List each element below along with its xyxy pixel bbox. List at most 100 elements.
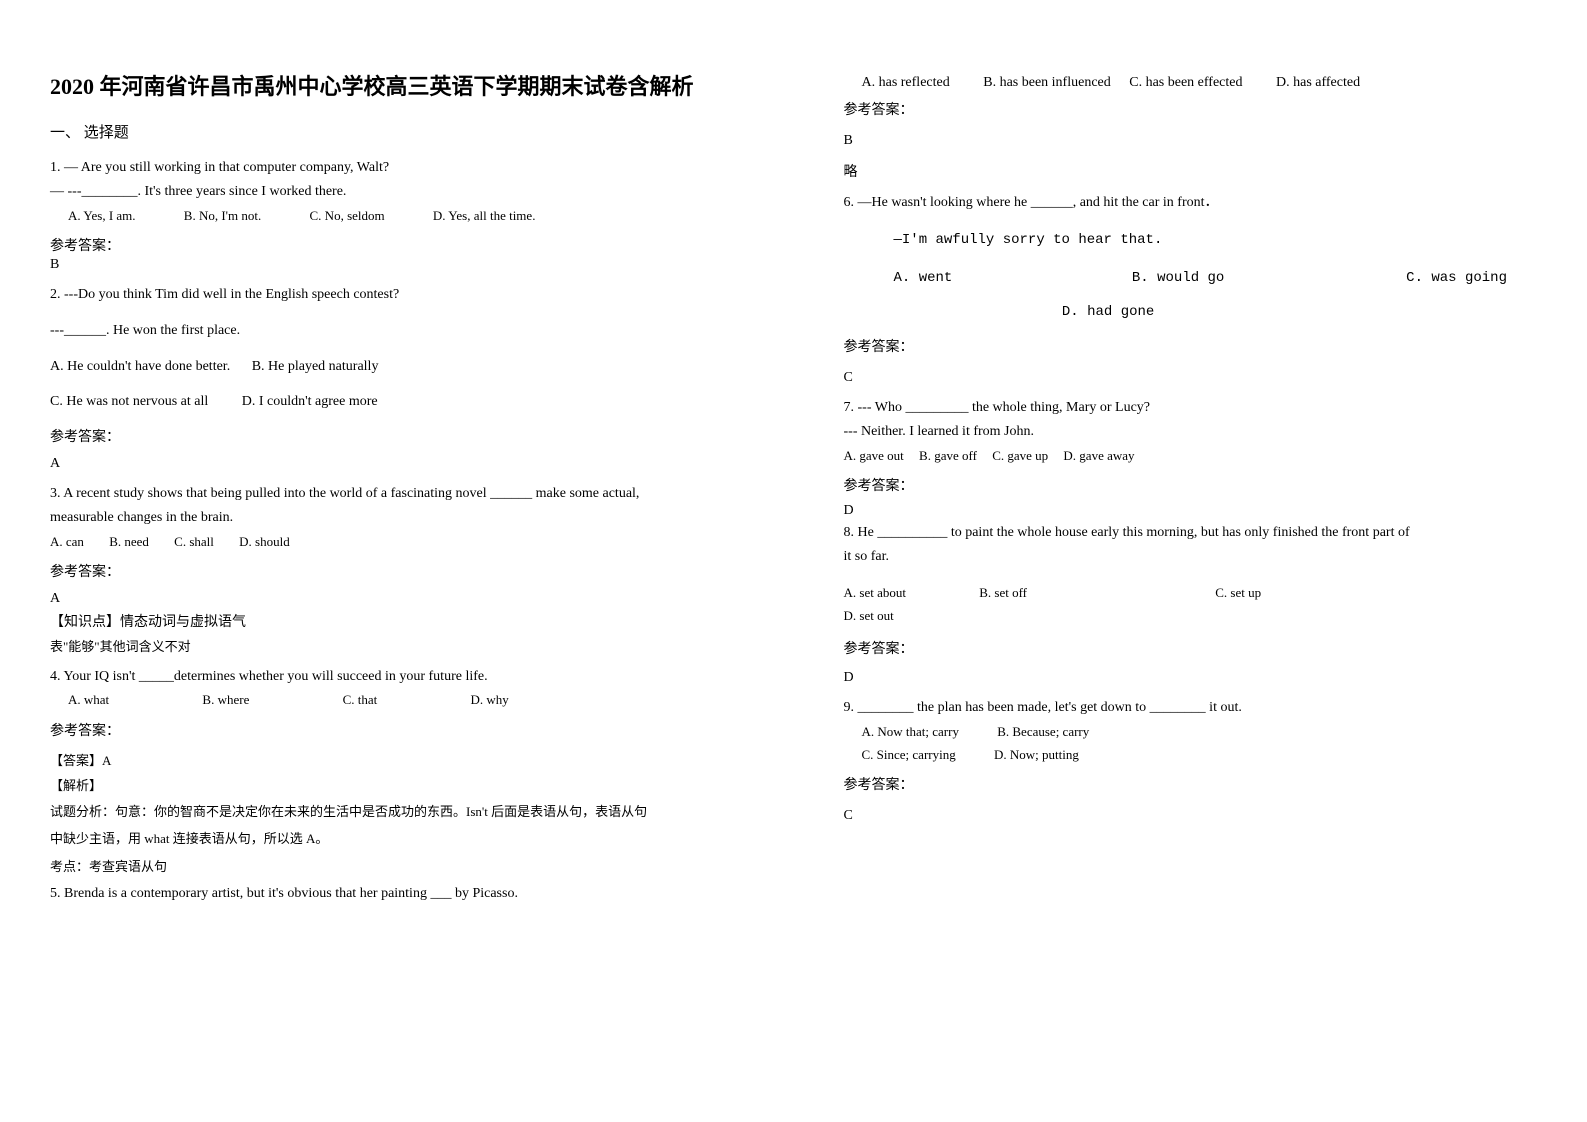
q2-optD: D. I couldn't agree more bbox=[242, 394, 378, 409]
q8-options: A. set about B. set off C. set up D. set… bbox=[844, 581, 1538, 628]
q2-options-row2: C. He was not nervous at all D. I couldn… bbox=[50, 390, 744, 414]
q6-optD: D. had gone bbox=[1062, 304, 1154, 320]
q8-optD: D. set out bbox=[844, 604, 894, 627]
q5-answer: B bbox=[844, 133, 1538, 149]
left-column: 2020 年河南省许昌市禹州中心学校高三英语下学期期末试卷含解析 一、 选择题 … bbox=[0, 0, 794, 1122]
q2-line2: ---______. He won the first place. bbox=[50, 319, 744, 343]
q6-answer-label: 参考答案： bbox=[844, 336, 1538, 356]
q3-line2: measurable changes in the brain. bbox=[50, 506, 744, 530]
q7-optA: A. gave out bbox=[844, 444, 904, 467]
q3-options: A. can B. need C. shall D. should bbox=[50, 530, 744, 553]
q1-options: A. Yes, I am. B. No, I'm not. C. No, sel… bbox=[50, 204, 744, 227]
q7-optC: C. gave up bbox=[992, 444, 1048, 467]
q1-answer-label: 参考答案： bbox=[50, 235, 744, 255]
q6-line2: —I'm awfully sorry to hear that. bbox=[844, 229, 1538, 253]
q5-optA: A. has reflected bbox=[844, 70, 950, 95]
question-3: 3. A recent study shows that being pulle… bbox=[50, 482, 744, 553]
q8-line1: 8. He __________ to paint the whole hous… bbox=[844, 521, 1538, 545]
q9-line1: 9. ________ the plan has been made, let'… bbox=[844, 696, 1538, 720]
q4-options: A. what B. where C. that D. why bbox=[50, 688, 744, 711]
q1-optD: D. Yes, all the time. bbox=[433, 204, 536, 227]
q3-line1: 3. A recent study shows that being pulle… bbox=[50, 482, 744, 506]
q4-answer-label: 参考答案： bbox=[50, 720, 744, 740]
q2-optC: C. He was not nervous at all bbox=[50, 390, 208, 414]
q6-line1: 6. —He wasn't looking where he ______, a… bbox=[844, 191, 1538, 215]
question-1: 1. — Are you still working in that compu… bbox=[50, 156, 744, 227]
q4-kp: 考点：考查宾语从句 bbox=[50, 855, 744, 878]
q8-line2: it so far. bbox=[844, 545, 1538, 569]
q1-line2: — ---________. It's three years since I … bbox=[50, 180, 744, 204]
q6-optB: B. would go bbox=[1132, 270, 1224, 286]
q6-options-row2: D. had gone bbox=[844, 301, 1538, 325]
q1-answer: B bbox=[50, 257, 744, 273]
q9-answer-label: 参考答案： bbox=[844, 774, 1538, 794]
right-column: A. has reflected B. has been influenced … bbox=[794, 0, 1587, 1122]
question-6: 6. —He wasn't looking where he ______, a… bbox=[844, 191, 1538, 324]
q3-knowledge-point: 【知识点】情态动词与虚拟语气 bbox=[50, 611, 744, 631]
q4-optB: B. where bbox=[202, 688, 249, 711]
document-title: 2020 年河南省许昌市禹州中心学校高三英语下学期期末试卷含解析 bbox=[50, 70, 744, 103]
q9-optC: C. Since; carrying bbox=[844, 743, 956, 766]
q9-answer: C bbox=[844, 808, 1538, 824]
question-5-stem: 5. Brenda is a contemporary artist, but … bbox=[50, 882, 744, 906]
q6-optC: C. was going bbox=[1406, 267, 1507, 291]
q4-optD: D. why bbox=[471, 688, 509, 711]
q7-options: A. gave out B. gave off C. gave up D. ga… bbox=[844, 444, 1538, 467]
q7-optD: D. gave away bbox=[1063, 444, 1134, 467]
q5-options: A. has reflected B. has been influenced … bbox=[844, 70, 1538, 95]
q4-line1: 4. Your IQ isn't _____determines whether… bbox=[50, 665, 744, 689]
q6-answer: C bbox=[844, 370, 1538, 386]
q8-answer-label: 参考答案： bbox=[844, 638, 1538, 658]
q8-answer: D bbox=[844, 670, 1538, 686]
q4-optC: C. that bbox=[343, 688, 378, 711]
q9-options-row1: A. Now that; carry B. Because; carry bbox=[844, 720, 1538, 743]
q2-line1: 2. ---Do you think Tim did well in the E… bbox=[50, 283, 744, 307]
question-8: 8. He __________ to paint the whole hous… bbox=[844, 521, 1538, 627]
q7-line2: --- Neither. I learned it from John. bbox=[844, 420, 1538, 444]
q5-extra: 略 bbox=[844, 161, 1538, 181]
q5-optD: D. has affected bbox=[1276, 70, 1360, 95]
q2-options-row1: A. He couldn't have done better. B. He p… bbox=[50, 355, 744, 379]
q5-line1: 5. Brenda is a contemporary artist, but … bbox=[50, 882, 744, 906]
q6-options: A. went B. would go C. was going bbox=[844, 267, 1538, 291]
q3-optA: A. can bbox=[50, 530, 84, 553]
q4-optA: A. what bbox=[50, 688, 109, 711]
question-2: 2. ---Do you think Tim did well in the E… bbox=[50, 283, 744, 414]
q5-optC: C. has been effected bbox=[1129, 70, 1242, 95]
q1-optC: C. No, seldom bbox=[310, 204, 385, 227]
q3-answer-label: 参考答案： bbox=[50, 561, 744, 581]
q8-optA: A. set about bbox=[844, 581, 906, 604]
q9-optD: D. Now; putting bbox=[994, 743, 1079, 766]
q1-optB: B. No, I'm not. bbox=[184, 204, 261, 227]
question-7: 7. --- Who _________ the whole thing, Ma… bbox=[844, 396, 1538, 467]
q8-optB: B. set off bbox=[979, 581, 1027, 604]
q3-optD: D. should bbox=[239, 530, 290, 553]
q9-optA: A. Now that; carry bbox=[844, 720, 959, 743]
q3-optB: B. need bbox=[109, 530, 149, 553]
q1-optA: A. Yes, I am. bbox=[50, 204, 136, 227]
question-4: 4. Your IQ isn't _____determines whether… bbox=[50, 665, 744, 712]
q1-line1: 1. — Are you still working in that compu… bbox=[50, 156, 744, 180]
q2-answer: A bbox=[50, 456, 744, 472]
q7-optB: B. gave off bbox=[919, 444, 977, 467]
q7-answer: D bbox=[844, 503, 1538, 519]
q3-explanation: 表"能够"其他词含义不对 bbox=[50, 635, 744, 658]
q9-options-row2: C. Since; carrying D. Now; putting bbox=[844, 743, 1538, 766]
q8-optC: C. set up bbox=[1215, 581, 1261, 604]
q4-answer-tag: 【答案】A bbox=[50, 750, 744, 769]
q5-optB: B. has been influenced bbox=[983, 70, 1111, 95]
q9-optB: B. Because; carry bbox=[997, 720, 1089, 743]
q4-exp1: 试题分析：句意：你的智商不是决定你在未来的生活中是否成功的东西。Isn't 后面… bbox=[50, 800, 744, 823]
q7-line1: 7. --- Who _________ the whole thing, Ma… bbox=[844, 396, 1538, 420]
question-9: 9. ________ the plan has been made, let'… bbox=[844, 696, 1538, 767]
q3-answer: A bbox=[50, 591, 744, 607]
q7-answer-label: 参考答案： bbox=[844, 475, 1538, 495]
q4-exp-tag: 【解析】 bbox=[50, 775, 744, 794]
q2-optB: B. He played naturally bbox=[252, 359, 379, 374]
q2-answer-label: 参考答案： bbox=[50, 426, 744, 446]
q4-exp2: 中缺少主语，用 what 连接表语从句，所以选 A。 bbox=[50, 827, 744, 850]
q6-optA: A. went bbox=[844, 267, 1124, 291]
section-header: 一、 选择题 bbox=[50, 121, 744, 142]
q3-optC: C. shall bbox=[174, 530, 214, 553]
q2-optA: A. He couldn't have done better. bbox=[50, 355, 230, 379]
